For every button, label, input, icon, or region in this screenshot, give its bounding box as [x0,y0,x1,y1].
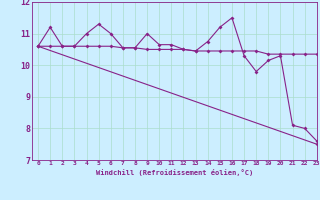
X-axis label: Windchill (Refroidissement éolien,°C): Windchill (Refroidissement éolien,°C) [96,169,253,176]
